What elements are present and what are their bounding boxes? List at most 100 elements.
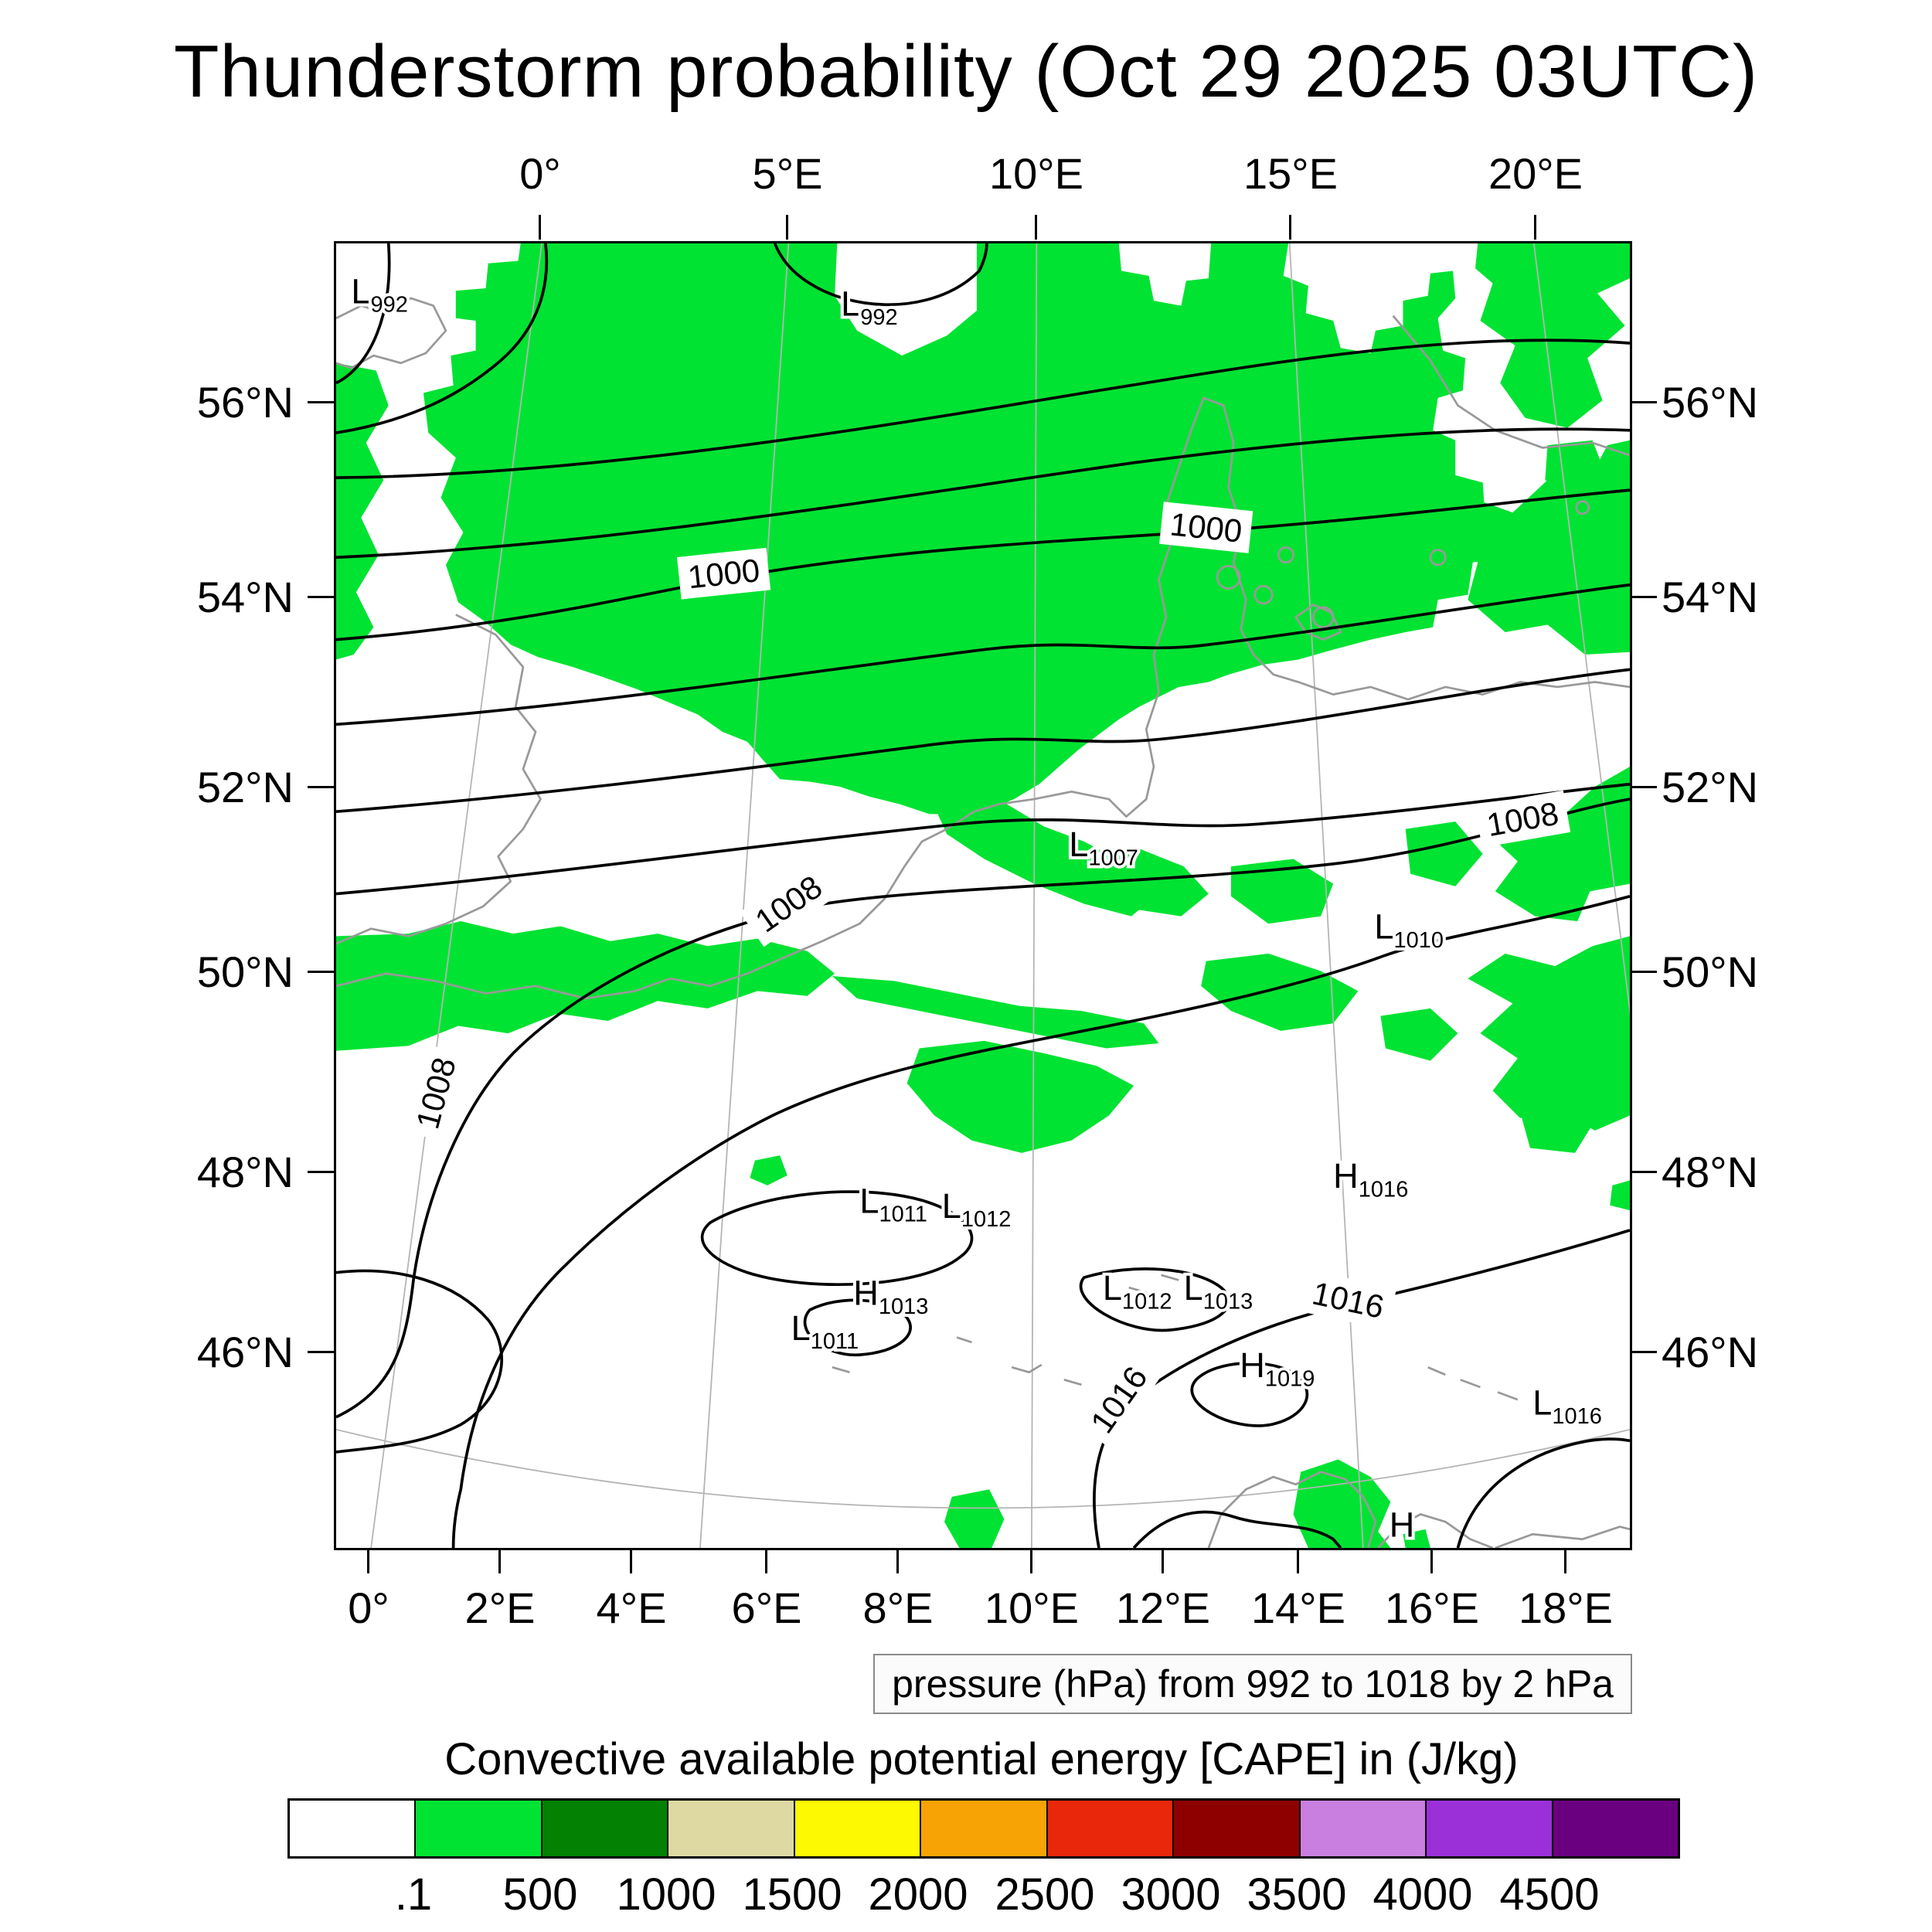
lake-outline [832, 1366, 850, 1373]
colorbar-label: 500 [502, 1869, 578, 1920]
axis-tick [896, 1549, 899, 1573]
meridian-line [1288, 243, 1364, 1548]
bottom-axis-label: 6°E [731, 1583, 802, 1632]
coastline [1460, 1379, 1481, 1389]
island-outline [1216, 565, 1241, 590]
top-axis-label: 0° [519, 149, 561, 198]
top-axis-label: 15°E [1243, 149, 1338, 198]
pressure-center-low: L1010 [1374, 907, 1444, 953]
axis-tick [308, 401, 334, 403]
axis-tick [1030, 1549, 1032, 1573]
isobar-closed-low [700, 1190, 974, 1287]
colorbar-title: Convective available potential energy [C… [444, 1734, 1519, 1784]
cape-region [1201, 953, 1359, 1031]
colorbar-swatch [1427, 1801, 1553, 1856]
lake-outline [1063, 1379, 1082, 1386]
meridian-line [1031, 243, 1038, 1548]
coastline [1495, 1526, 1630, 1548]
cape-region [944, 1489, 1005, 1548]
pressure-center-low: L1016 [1532, 1383, 1602, 1428]
island-outline [1429, 549, 1447, 566]
axis-tick [1631, 596, 1657, 598]
axis-tick [1631, 1171, 1657, 1173]
colorbar-swatch [1174, 1801, 1301, 1856]
cape-region [1405, 821, 1483, 886]
axis-tick [1534, 215, 1536, 240]
top-axis-label: 5°E [752, 149, 823, 198]
bottom-axis-label: 0° [348, 1583, 389, 1632]
axis-tick [1289, 215, 1291, 240]
axis-tick [786, 215, 788, 240]
cape-region [1517, 1095, 1595, 1153]
colorbar-swatch [416, 1801, 543, 1856]
contour-label: 1008 [740, 860, 838, 947]
map-plot-area: 1000 1000 1008 1008 1008 1016 1016 L992 … [334, 241, 1632, 1550]
contour-label: 1016 [1076, 1350, 1162, 1449]
colorbar-label: 3500 [1247, 1869, 1347, 1920]
isobar-layer [336, 243, 1630, 1548]
bottom-axis-label: 14°E [1250, 1583, 1346, 1632]
axis-tick [1297, 1549, 1299, 1573]
cape-region [1069, 846, 1209, 917]
isobar-1004 [336, 668, 1630, 814]
left-axis-label: 52°N [196, 763, 294, 811]
lake-outline [1011, 1363, 1043, 1374]
isobar-1010 [451, 895, 1630, 1548]
colorbar-swatch [794, 1801, 922, 1856]
axis-tick [630, 1549, 632, 1573]
cape-region [1482, 767, 1630, 922]
pressure-center-low: L1011 [791, 1308, 859, 1354]
cape-region [1475, 243, 1630, 428]
meridian-line [1532, 243, 1630, 1016]
axis-tick [765, 1549, 767, 1573]
bottom-axis-label: 12°E [1115, 1583, 1211, 1632]
bottom-axis-label: 18°E [1518, 1583, 1614, 1632]
left-axis-label: 50°N [196, 947, 294, 996]
right-axis-label: 56°N [1662, 378, 1759, 427]
contour-label-layer: 1000 1000 1008 1008 1008 1016 1016 [403, 502, 1571, 1449]
bottom-axis-label: 10°E [984, 1583, 1080, 1632]
isobar-992 [773, 243, 988, 306]
pressure-center-high: H1019 [1240, 1345, 1315, 1391]
coastline [1497, 1391, 1519, 1401]
contour-label: 1016 [1300, 1270, 1397, 1331]
svg-text:1016: 1016 [1309, 1275, 1387, 1325]
cape-region [1610, 1180, 1630, 1211]
contour-label: 1000 [676, 547, 771, 600]
right-axis-label: 52°N [1662, 763, 1759, 811]
right-axis-label: 54°N [1662, 573, 1759, 621]
isobar-998 [336, 427, 1630, 560]
pressure-center-low: L1013 [1184, 1268, 1253, 1314]
cape-region [336, 362, 389, 660]
colorbar-swatch [542, 1801, 669, 1856]
cape-region [336, 921, 835, 1051]
pressure-center-low: L1011 [859, 1181, 927, 1226]
isobar [1132, 1510, 1342, 1548]
top-axis-label: 10°E [988, 149, 1084, 198]
island-outline [1575, 500, 1590, 515]
colorbar-label: 3000 [1121, 1869, 1221, 1920]
parallel-line [336, 1428, 1630, 1509]
top-axis-label: 20°E [1488, 149, 1583, 198]
axis-tick [308, 596, 334, 598]
axis-tick [1035, 215, 1037, 240]
cape-region [1468, 936, 1630, 1131]
meridian-line [699, 243, 790, 1548]
coastline [336, 614, 542, 945]
cape-region [1380, 1008, 1458, 1061]
axis-tick [1564, 1549, 1566, 1573]
cape-region [1447, 440, 1630, 655]
colorbar-swatch [1300, 1801, 1427, 1856]
bottom-axis-label: 2°E [464, 1583, 536, 1632]
axis-tick [308, 971, 334, 973]
cape-region [750, 1155, 787, 1185]
cape-region [832, 975, 1159, 1049]
isobar-1016 [1456, 1437, 1630, 1548]
pressure-center-high: H1013 [853, 1274, 928, 1319]
colorbar-label: 2000 [868, 1869, 968, 1920]
left-axis-label: 48°N [196, 1148, 294, 1196]
pressure-center-layer: L992 L992 L1007 L1010 L1011 L1012 H1013 … [348, 268, 1605, 1547]
colorbar-label: 4000 [1372, 1869, 1473, 1920]
pressure-caption: pressure (hPa) from 992 to 1018 by 2 hPa [873, 1654, 1632, 1714]
colorbar-label: 1000 [616, 1869, 716, 1920]
